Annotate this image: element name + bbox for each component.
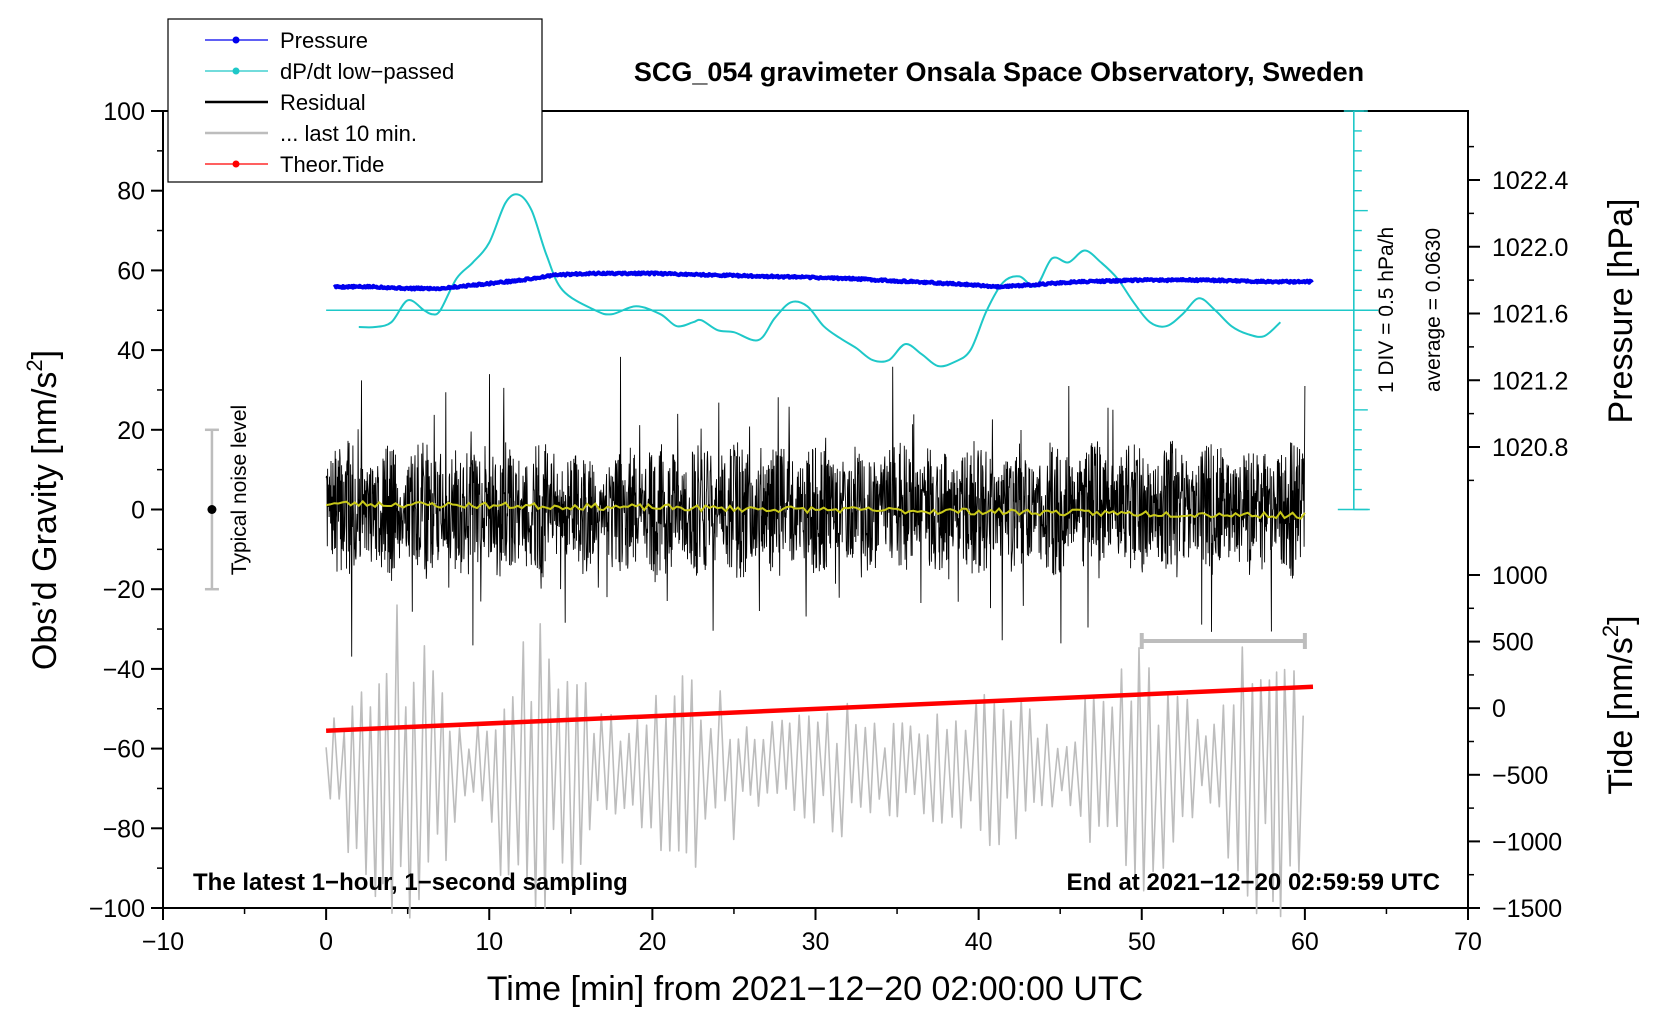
x-tick-label: 30 — [802, 928, 830, 956]
tide-title-sup: 2 — [1598, 625, 1623, 637]
legend: Pressure dP/dt low−passed Residual ... last… — [167, 18, 543, 183]
tide-axis-ticks: 1000 500 0 −500 −1000 −1500 — [1468, 562, 1562, 923]
legend-label: Theor.Tide — [280, 152, 384, 177]
legend-label: ... last 10 min. — [280, 121, 417, 146]
last-10-min-layer — [325, 604, 1304, 919]
scale-bar-label-div: 1 DIV = 0.5 hPa/h — [1375, 227, 1398, 393]
x-axis-ticks: −10 0 10 20 30 40 50 60 70 — [142, 908, 1482, 956]
tide-tick-label: 1000 — [1492, 562, 1548, 590]
y-axis-tide-title: Tide [nm/s2] — [1598, 615, 1640, 794]
y-tick-label: 60 — [117, 257, 145, 285]
tide-tick-label: 500 — [1492, 629, 1534, 657]
x-tick-label: 70 — [1454, 928, 1482, 956]
x-tick-label: 0 — [319, 928, 333, 956]
legend-marker — [232, 160, 240, 168]
y-tick-label: 80 — [117, 178, 145, 206]
legend-marker — [232, 36, 240, 44]
scale-bar-label-average: average = 0.0630 — [1422, 228, 1445, 392]
pressure-tick-label: 1022.4 — [1492, 167, 1569, 195]
legend-label: Residual — [280, 90, 366, 115]
x-tick-label: 60 — [1291, 928, 1319, 956]
theoretical-tide-layer — [326, 684, 1314, 733]
y-tick-label: −40 — [103, 656, 145, 684]
x-tick-label: −10 — [142, 928, 184, 956]
pressure-layer — [332, 270, 1314, 292]
x-axis-title: Time [min] from 2021−12−20 02:00:00 UTC — [487, 970, 1143, 1008]
pressure-series — [332, 270, 1314, 292]
residual-layer — [325, 356, 1306, 657]
residual-series — [325, 356, 1306, 657]
annotation-sampling: The latest 1−hour, 1−second sampling — [193, 869, 628, 896]
last-10-min-series — [325, 604, 1304, 919]
x-tick-label: 20 — [638, 928, 666, 956]
y-tick-label: 0 — [131, 497, 145, 525]
tide-title-end: ] — [1602, 615, 1640, 624]
y-left-title-sup: 2 — [22, 359, 47, 371]
annotation-end-time: End at 2021−12−20 02:59:59 UTC — [1066, 869, 1440, 896]
chart-title: SCG_054 gravimeter Onsala Space Observat… — [634, 57, 1364, 87]
typical-noise-bar — [204, 428, 219, 591]
y-tick-label: 100 — [103, 98, 145, 126]
pressure-tick-label: 1022.0 — [1492, 234, 1568, 262]
pressure-tick-label: 1020.8 — [1492, 434, 1568, 462]
dpdt-series — [358, 193, 1282, 368]
y-left-title-end: ] — [26, 350, 64, 359]
y-axis-left-ticks: 100 80 60 40 20 0 −20 −40 −60 −80 −100 — [89, 98, 163, 923]
tide-tick-label: −1000 — [1492, 828, 1562, 856]
residual-smoothed-layer — [325, 499, 1306, 520]
y-tick-label: −60 — [103, 736, 145, 764]
y-tick-label: −100 — [89, 895, 145, 923]
x-tick-label: 50 — [1128, 928, 1156, 956]
tide-tick-label: −500 — [1492, 762, 1548, 790]
tide-tick-label: −1500 — [1492, 895, 1562, 923]
tide-tick-label: 0 — [1492, 695, 1506, 723]
dpdt-layer — [358, 193, 1282, 368]
y-tick-label: −20 — [103, 576, 145, 604]
pressure-tick-label: 1021.6 — [1492, 301, 1568, 329]
y-tick-label: −80 — [103, 815, 145, 843]
residual-smoothed-series — [325, 499, 1306, 520]
x-tick-label: 10 — [475, 928, 503, 956]
y-tick-label: 40 — [117, 337, 145, 365]
legend-box — [167, 18, 543, 183]
theoretical-tide-series — [326, 684, 1314, 733]
pressure-tick-label: 1021.2 — [1492, 367, 1568, 395]
legend-marker — [232, 67, 240, 75]
noise-bar-dot — [207, 505, 217, 514]
noise-level-label: Typical noise level — [228, 405, 251, 575]
y-left-title-main: Obs’d Gravity [nm/s — [26, 372, 64, 671]
pressure-axis-ticks: 1022.4 1022.0 1021.6 1021.2 1020.8 — [1468, 145, 1569, 482]
y-axis-left-title: Obs’d Gravity [nm/s2] — [22, 350, 64, 670]
tide-title-main: Tide [nm/s — [1602, 637, 1640, 794]
x-tick-label: 40 — [965, 928, 993, 956]
legend-label: Pressure — [280, 28, 368, 53]
pressure-scale-bar — [1337, 110, 1370, 511]
legend-label: dP/dt low−passed — [280, 59, 454, 84]
y-tick-label: 20 — [117, 417, 145, 445]
y-axis-pressure-title: Pressure [hPa] — [1602, 199, 1640, 424]
last-10-min-bracket — [1139, 633, 1307, 650]
legend-items: Pressure dP/dt low−passed Residual ... last… — [205, 28, 454, 177]
